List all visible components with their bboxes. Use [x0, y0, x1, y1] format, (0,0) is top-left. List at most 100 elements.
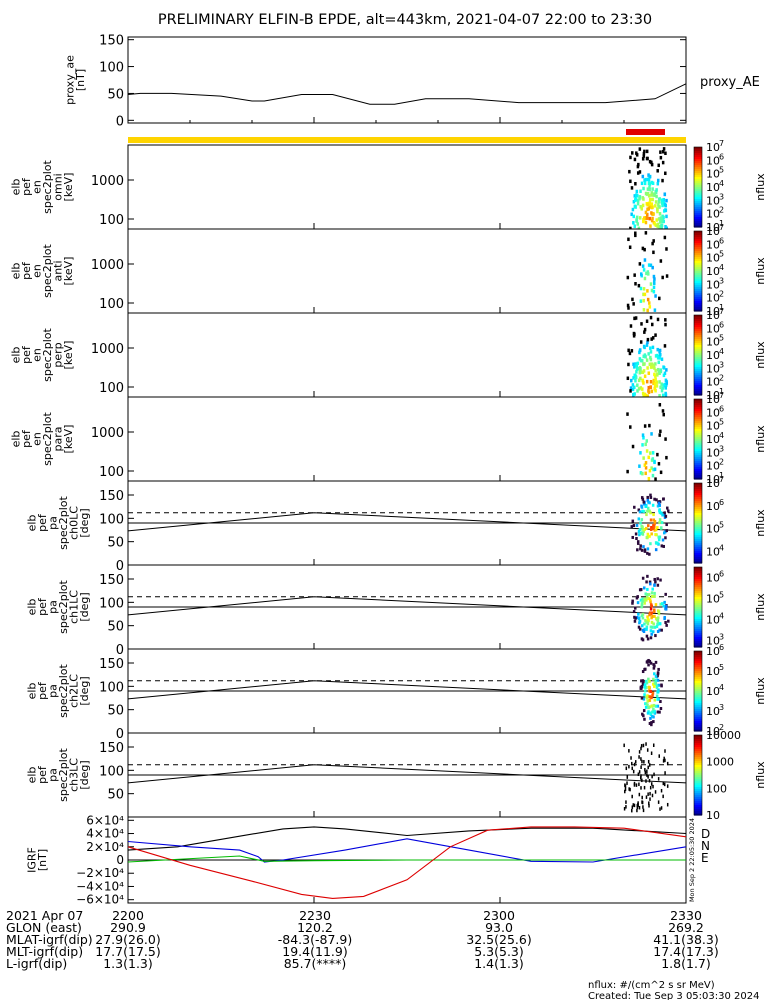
colorbar-segment	[694, 455, 702, 458]
colorbar-segment	[694, 367, 702, 370]
colorbar-segment	[694, 159, 702, 162]
heat-cell	[645, 779, 647, 783]
colorbar-segment	[694, 355, 702, 358]
heat-cell	[650, 723, 653, 727]
colorbar-segment	[694, 251, 702, 254]
colorbar-tick-exponent: 6	[719, 320, 724, 329]
colorbar-segment	[694, 567, 702, 570]
heat-cell	[651, 774, 653, 779]
colorbar-segment	[694, 523, 702, 526]
heat-cell	[634, 606, 637, 610]
heat-cell	[631, 601, 634, 605]
colorbar-segment	[694, 641, 702, 644]
ephemeris-row-label: 2021 Apr 07	[6, 908, 83, 923]
heat-cell	[656, 224, 659, 229]
colorbar-tick-exponent: 5	[719, 663, 724, 672]
spectrogram-1-ylabel-line: spec2plot	[41, 160, 54, 214]
ephemeris-value: 93.0	[485, 920, 513, 935]
heat-cell	[645, 271, 648, 276]
heat-cell	[643, 683, 647, 687]
heat-cell	[625, 766, 628, 771]
heat-cell	[650, 211, 653, 215]
colorbar-segment	[694, 763, 702, 766]
colorbar-segment	[694, 363, 702, 366]
ytick-label: 50	[107, 704, 124, 719]
heat-cell	[652, 378, 656, 383]
ytick-label: 50	[107, 87, 124, 102]
heat-cell	[631, 805, 634, 809]
colorbar-segment	[694, 575, 702, 578]
heat-cell	[656, 181, 660, 186]
colorbar-segment	[694, 583, 702, 586]
heat-cell	[666, 802, 669, 807]
heat-cell	[648, 580, 652, 584]
heat-cell	[634, 282, 637, 286]
pitch-angle-5-ylabel-line: ch0LC	[68, 506, 81, 540]
heat-cell	[638, 348, 642, 352]
colorbar-segment	[694, 653, 702, 656]
colorbar-tick-label: 10	[706, 265, 720, 278]
heat-cell	[648, 598, 652, 602]
heat-cell	[645, 634, 649, 638]
heat-cell	[634, 362, 637, 366]
colorbar-segment	[694, 515, 702, 518]
colorbar-segment	[694, 593, 702, 596]
ytick-label: 1000	[91, 426, 124, 441]
colorbar-segment	[694, 651, 702, 654]
proxy-ae-legend: proxy_AE	[700, 75, 760, 90]
heat-cell	[645, 627, 648, 631]
colorbar-segment	[694, 183, 702, 186]
heat-cell	[645, 593, 649, 597]
heat-cell	[664, 171, 667, 176]
heat-cell	[654, 704, 658, 708]
heat-cell	[647, 593, 651, 597]
heat-cell	[630, 756, 632, 760]
spectrogram-1-ylabel-line: omni	[52, 173, 65, 200]
colorbar-tick-exponent: 5	[719, 250, 724, 259]
heat-cell	[627, 306, 630, 310]
heat-cell	[641, 599, 644, 603]
heat-cell	[645, 660, 649, 664]
heat-cell	[626, 376, 630, 381]
heat-cell	[655, 694, 659, 698]
colorbar-tick-exponent: 4	[719, 544, 724, 553]
heat-cell	[639, 299, 643, 303]
colorbar-segment	[694, 441, 702, 444]
heat-cell	[651, 457, 655, 461]
colorbar-segment	[694, 787, 702, 790]
heat-cell	[641, 712, 644, 716]
colorbar-tick-exponent: 6	[719, 643, 724, 652]
colorbar-segment	[694, 281, 702, 284]
heat-cell	[647, 207, 651, 211]
colorbar-segment	[694, 217, 702, 220]
colorbar-segment	[694, 429, 702, 432]
heat-cell	[652, 467, 655, 472]
colorbar-segment	[694, 643, 702, 646]
ytick-label: −2×10⁴	[76, 866, 124, 880]
heat-cell	[644, 618, 647, 622]
colorbar-tick-exponent: 1	[719, 219, 724, 228]
colorbar-segment	[694, 365, 702, 368]
colorbar-segment	[694, 491, 702, 494]
pitch-angle-5-ylabel-line: elb	[26, 515, 39, 532]
heat-cell	[666, 784, 669, 788]
colorbar-tick-label: 10	[706, 221, 720, 234]
heat-cell	[636, 383, 639, 387]
heat-cell	[641, 527, 644, 531]
pitch-angle-7-ylabel-line: [deg]	[78, 676, 91, 705]
heat-cell	[652, 720, 655, 724]
ephemeris-row-label: L-igrf(dip)	[6, 956, 67, 971]
colorbar-tick-label: 10	[706, 376, 720, 389]
colorbar-segment	[694, 681, 702, 684]
heat-cell	[656, 630, 660, 634]
heat-cell	[658, 518, 662, 522]
heat-cell	[663, 344, 667, 348]
colorbar-segment	[694, 269, 702, 272]
heat-cell	[652, 715, 655, 719]
colorbar-segment	[694, 483, 702, 486]
heat-cell	[651, 451, 655, 455]
heat-cell	[640, 774, 642, 778]
heat-cell	[642, 151, 646, 156]
pitch-angle-8-ylabel-line: pa	[47, 768, 60, 782]
colorbar-segment	[694, 541, 702, 544]
